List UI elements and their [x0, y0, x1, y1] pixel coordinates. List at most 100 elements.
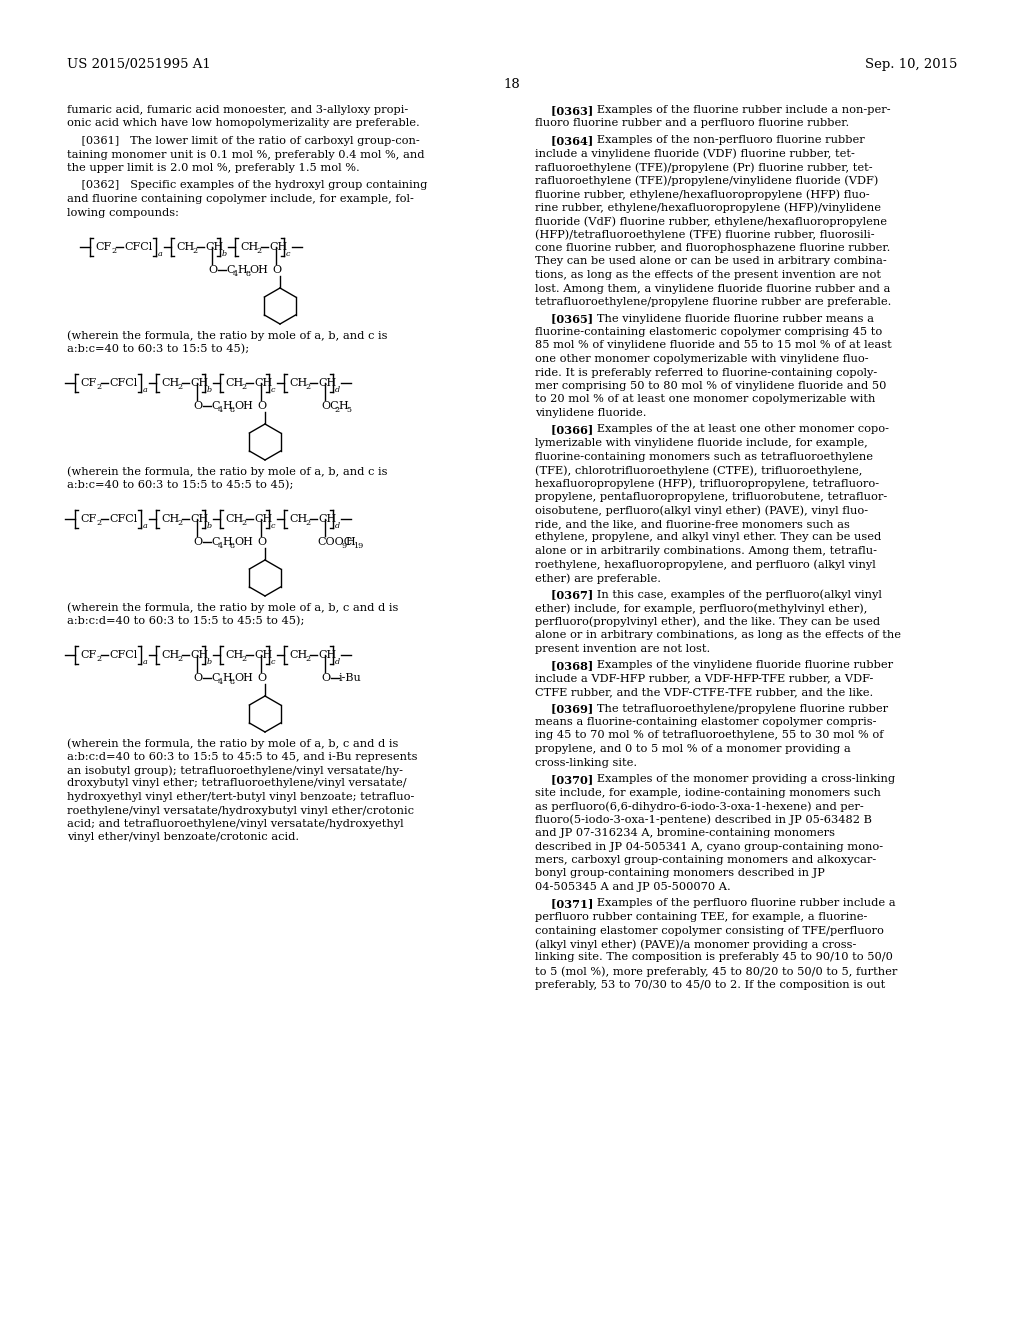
Text: (wherein the formula, the ratio by mole of a, b, and c is: (wherein the formula, the ratio by mole … [67, 466, 387, 477]
Text: COOC: COOC [317, 537, 352, 546]
Text: CH: CH [225, 649, 244, 660]
Text: H: H [222, 673, 231, 682]
Text: 2: 2 [241, 519, 246, 527]
Text: 4: 4 [218, 543, 223, 550]
Text: c: c [286, 249, 291, 257]
Text: taining monomer unit is 0.1 mol %, preferably 0.4 mol %, and: taining monomer unit is 0.1 mol %, prefe… [67, 149, 425, 160]
Text: 2: 2 [241, 383, 246, 391]
Text: a:b:c=40 to 60:3 to 15:5 to 45);: a:b:c=40 to 60:3 to 15:5 to 45); [67, 343, 249, 354]
Text: c: c [271, 385, 275, 393]
Text: lowing compounds:: lowing compounds: [67, 207, 179, 218]
Text: rine rubber, ethylene/hexafluoropropylene (HFP)/vinylidene: rine rubber, ethylene/hexafluoropropylen… [535, 202, 881, 213]
Text: C: C [211, 537, 219, 546]
Text: fluorine-containing monomers such as tetrafluoroethylene: fluorine-containing monomers such as tet… [535, 451, 873, 462]
Text: CFCl: CFCl [109, 378, 137, 388]
Text: 8: 8 [245, 271, 250, 279]
Text: Sep. 10, 2015: Sep. 10, 2015 [864, 58, 957, 71]
Text: ether) are preferable.: ether) are preferable. [535, 573, 662, 583]
Text: US 2015/0251995 A1: US 2015/0251995 A1 [67, 58, 211, 71]
Text: and fluorine containing copolymer include, for example, fol-: and fluorine containing copolymer includ… [67, 194, 414, 205]
Text: CH: CH [318, 513, 336, 524]
Text: linking site. The composition is preferably 45 to 90/10 to 50/0: linking site. The composition is prefera… [535, 953, 893, 962]
Text: H: H [338, 401, 348, 411]
Text: CH: CH [205, 242, 223, 252]
Text: O: O [321, 673, 330, 682]
Text: C: C [226, 265, 234, 275]
Text: rafluoroethylene (TFE)/propylene/vinylidene fluoride (VDF): rafluoroethylene (TFE)/propylene/vinylid… [535, 176, 879, 186]
Text: present invention are not lost.: present invention are not lost. [535, 644, 711, 653]
Text: b: b [207, 657, 212, 667]
Text: to 20 mol % of at least one monomer copolymerizable with: to 20 mol % of at least one monomer copo… [535, 395, 876, 404]
Text: CH: CH [254, 649, 272, 660]
Text: OH: OH [234, 401, 253, 411]
Text: 2: 2 [177, 383, 182, 391]
Text: a: a [143, 521, 147, 531]
Text: a: a [143, 385, 147, 393]
Text: site include, for example, iodine-containing monomers such: site include, for example, iodine-contai… [535, 788, 881, 797]
Text: [0371]: [0371] [535, 899, 593, 909]
Text: ride. It is preferably referred to fluorine-containing copoly-: ride. It is preferably referred to fluor… [535, 367, 878, 378]
Text: CH: CH [289, 513, 307, 524]
Text: roethylene/vinyl versatate/hydroxybutyl vinyl ether/crotonic: roethylene/vinyl versatate/hydroxybutyl … [67, 805, 414, 816]
Text: OH: OH [234, 673, 253, 682]
Text: [0369]: [0369] [535, 704, 593, 714]
Text: 2: 2 [241, 655, 246, 663]
Text: CH: CH [254, 513, 272, 524]
Text: i-Bu: i-Bu [339, 673, 361, 682]
Text: fumaric acid, fumaric acid monoester, and 3-allyloxy propi-: fumaric acid, fumaric acid monoester, an… [67, 106, 409, 115]
Text: CH: CH [190, 649, 208, 660]
Text: H: H [237, 265, 247, 275]
Text: Examples of the vinylidene fluoride fluorine rubber: Examples of the vinylidene fluoride fluo… [586, 660, 893, 671]
Text: C: C [211, 673, 219, 682]
Text: fluorine rubber, ethylene/hexafluoropropylene (HFP) fluo-: fluorine rubber, ethylene/hexafluoroprop… [535, 189, 869, 199]
Text: (wherein the formula, the ratio by mole of a, b, c and d is: (wherein the formula, the ratio by mole … [67, 738, 398, 748]
Text: O: O [193, 673, 202, 682]
Text: O: O [272, 265, 282, 275]
Text: include a VDF-HFP rubber, a VDF-HFP-TFE rubber, a VDF-: include a VDF-HFP rubber, a VDF-HFP-TFE … [535, 673, 873, 684]
Text: CH: CH [289, 649, 307, 660]
Text: (alkyl vinyl ether) (PAVE)/a monomer providing a cross-: (alkyl vinyl ether) (PAVE)/a monomer pro… [535, 939, 856, 949]
Text: O: O [257, 673, 266, 682]
Text: 2: 2 [177, 519, 182, 527]
Text: 9: 9 [341, 543, 346, 550]
Text: preferably, 53 to 70/30 to 45/0 to 2. If the composition is out: preferably, 53 to 70/30 to 45/0 to 2. If… [535, 979, 886, 990]
Text: ing 45 to 70 mol % of tetrafluoroethylene, 55 to 30 mol % of: ing 45 to 70 mol % of tetrafluoroethylen… [535, 730, 884, 741]
Text: 19: 19 [353, 543, 364, 550]
Text: 2: 2 [96, 655, 101, 663]
Text: 2: 2 [96, 383, 101, 391]
Text: ethylene, propylene, and alkyl vinyl ether. They can be used: ethylene, propylene, and alkyl vinyl eth… [535, 532, 882, 543]
Text: 2: 2 [305, 383, 310, 391]
Text: [0362]   Specific examples of the hydroxyl group containing: [0362] Specific examples of the hydroxyl… [67, 181, 427, 190]
Text: (wherein the formula, the ratio by mole of a, b, c and d is: (wherein the formula, the ratio by mole … [67, 602, 398, 612]
Text: (TFE), chlorotrifluoroethylene (CTFE), trifluoroethylene,: (TFE), chlorotrifluoroethylene (CTFE), t… [535, 465, 862, 475]
Text: CH: CH [190, 378, 208, 388]
Text: CFCl: CFCl [109, 513, 137, 524]
Text: vinyl ether/vinyl benzoate/crotonic acid.: vinyl ether/vinyl benzoate/crotonic acid… [67, 833, 299, 842]
Text: 2: 2 [256, 247, 261, 255]
Text: H: H [222, 401, 231, 411]
Text: 2: 2 [177, 655, 182, 663]
Text: alone or in arbitrary combinations, as long as the effects of the: alone or in arbitrary combinations, as l… [535, 630, 901, 640]
Text: CTFE rubber, and the VDF-CTFE-TFE rubber, and the like.: CTFE rubber, and the VDF-CTFE-TFE rubber… [535, 686, 873, 697]
Text: CH: CH [240, 242, 258, 252]
Text: one other monomer copolymerizable with vinylidene fluo-: one other monomer copolymerizable with v… [535, 354, 868, 364]
Text: to 5 (mol %), more preferably, 45 to 80/20 to 50/0 to 5, further: to 5 (mol %), more preferably, 45 to 80/… [535, 966, 897, 977]
Text: as perfluoro(6,6-dihydro-6-iodo-3-oxa-1-hexene) and per-: as perfluoro(6,6-dihydro-6-iodo-3-oxa-1-… [535, 801, 864, 812]
Text: alone or in arbitrarily combinations. Among them, tetraflu-: alone or in arbitrarily combinations. Am… [535, 546, 877, 556]
Text: fluorine-containing elastomeric copolymer comprising 45 to: fluorine-containing elastomeric copolyme… [535, 327, 883, 337]
Text: [0365]: [0365] [535, 314, 593, 325]
Text: CH: CH [161, 378, 179, 388]
Text: acid; and tetrafluoroethylene/vinyl versatate/hydroxyethyl: acid; and tetrafluoroethylene/vinyl vers… [67, 818, 403, 829]
Text: 5: 5 [346, 407, 351, 414]
Text: [0370]: [0370] [535, 774, 593, 785]
Text: 2: 2 [193, 247, 198, 255]
Text: 8: 8 [230, 407, 234, 414]
Text: 4: 4 [233, 271, 239, 279]
Text: CH: CH [254, 378, 272, 388]
Text: O: O [208, 265, 217, 275]
Text: propylene, pentafluoropropylene, trifluorobutene, tetrafluor-: propylene, pentafluoropropylene, trifluo… [535, 492, 887, 502]
Text: ether) include, for example, perfluoro(methylvinyl ether),: ether) include, for example, perfluoro(m… [535, 603, 867, 614]
Text: They can be used alone or can be used in arbitrary combina-: They can be used alone or can be used in… [535, 256, 887, 267]
Text: CFCl: CFCl [124, 242, 153, 252]
Text: tetrafluoroethylene/propylene fluorine rubber are preferable.: tetrafluoroethylene/propylene fluorine r… [535, 297, 891, 308]
